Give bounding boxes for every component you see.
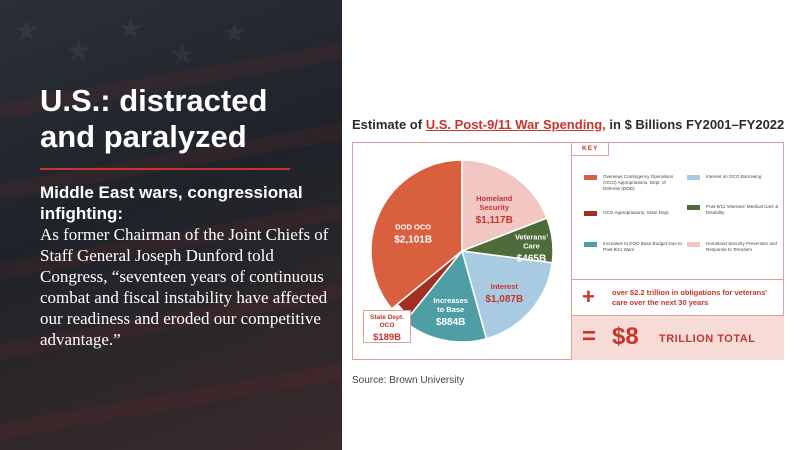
star-icon: ★ bbox=[14, 14, 40, 47]
slice-label: DOD OCO bbox=[395, 222, 431, 231]
legend-label: OCO Appropriations, State Dept. bbox=[603, 210, 670, 215]
legend-item: Overseas Contingency Operations (OCO) Ap… bbox=[584, 174, 682, 192]
legend-item: Interest on OCO Borrowing bbox=[687, 174, 785, 180]
legend-swatch bbox=[687, 175, 700, 180]
total-banner: = $8 TRILLION TOTAL bbox=[571, 316, 784, 360]
slice-label: State Dept. bbox=[370, 314, 404, 321]
flag-stripe bbox=[0, 350, 342, 446]
additional-obligations-text: over $2.2 trillion in obligations for ve… bbox=[612, 288, 768, 307]
slice-value: $1,087B bbox=[485, 294, 523, 305]
star-icon: ★ bbox=[66, 34, 92, 67]
slice-value: $884B bbox=[436, 317, 465, 328]
chart-title-prefix: Estimate of bbox=[352, 117, 426, 132]
slice-value: $2,101B bbox=[394, 234, 432, 245]
left-panel: ★ ★ ★ ★ ★ U.S.: distracted and paralyzed… bbox=[0, 0, 342, 450]
slice-label: to Base bbox=[437, 305, 464, 314]
legend-label: Homeland Security Prevention and Respons… bbox=[706, 241, 777, 252]
legend-label: Increases to DOD Base Budget Due to Post… bbox=[603, 241, 682, 252]
chart-title-highlight: U.S. Post-9/11 War Spending, bbox=[425, 117, 606, 132]
legend-swatch bbox=[584, 242, 597, 247]
legend-label: Overseas Contingency Operations (OCO) Ap… bbox=[603, 174, 674, 191]
star-icon: ★ bbox=[118, 12, 144, 45]
star-icon: ★ bbox=[170, 38, 196, 71]
body-text: Middle East wars, congressional infighti… bbox=[40, 182, 330, 350]
slice-label: Care bbox=[523, 242, 540, 251]
legend-swatch bbox=[687, 205, 700, 210]
plus-sign: + bbox=[582, 284, 595, 309]
legend-item: Post-9/11 Veterans' Medical Care & Disab… bbox=[687, 204, 785, 216]
slice-label: Increases bbox=[433, 296, 468, 305]
legend-swatch bbox=[584, 175, 597, 180]
legend-label: Post-9/11 Veterans' Medical Care & Disab… bbox=[706, 204, 779, 215]
additional-obligations: + over $2.2 trillion in obligations for … bbox=[571, 280, 784, 316]
body-lead: Middle East wars, congressional infighti… bbox=[40, 183, 303, 223]
total-label: TRILLION TOTAL bbox=[659, 333, 756, 345]
slice-label: OCO bbox=[380, 322, 395, 329]
chart-frame bbox=[352, 142, 784, 360]
legend-item: Homeland Security Prevention and Respons… bbox=[687, 241, 785, 253]
title-underline bbox=[40, 168, 290, 170]
legend-swatch bbox=[584, 211, 597, 216]
state-dept-callout bbox=[363, 310, 411, 343]
slice-value: $1,117B bbox=[476, 215, 513, 226]
legend: KEY Overseas Contingency Operations (OCO… bbox=[571, 142, 784, 280]
chart-title: Estimate of U.S. Post-9/11 War Spending,… bbox=[352, 117, 784, 132]
body-quote: As former Chairman of the Joint Chiefs o… bbox=[40, 225, 329, 349]
slice-value: $189B bbox=[373, 332, 401, 343]
pie-slice bbox=[461, 159, 548, 253]
slice-label: Veterans' bbox=[515, 233, 548, 242]
legend-label: Interest on OCO Borrowing bbox=[706, 174, 762, 179]
legend-swatch bbox=[687, 242, 700, 247]
pie-slice bbox=[370, 159, 463, 310]
legend-item: OCO Appropriations, State Dept. bbox=[584, 210, 682, 216]
equals-sign: = bbox=[582, 323, 597, 350]
legend-item: Increases to DOD Base Budget Due to Post… bbox=[584, 241, 682, 253]
pie-slice bbox=[460, 250, 554, 340]
legend-title: KEY bbox=[572, 142, 610, 156]
slide-title: U.S.: distracted and paralyzed bbox=[40, 83, 268, 154]
star-icon: ★ bbox=[222, 16, 248, 49]
slice-label: Security bbox=[479, 203, 509, 212]
slice-value: $465B bbox=[517, 254, 546, 265]
state-dept-callout-text: State Dept.OCO $189B bbox=[370, 314, 404, 343]
chart-title-suffix: in $ Billions FY2001–FY2022 bbox=[605, 117, 785, 132]
slice-label: Interest bbox=[491, 282, 519, 291]
slice-label: Homeland bbox=[476, 194, 513, 203]
total-amount: $8 bbox=[612, 323, 639, 350]
source-note: Source: Brown University bbox=[352, 375, 465, 386]
